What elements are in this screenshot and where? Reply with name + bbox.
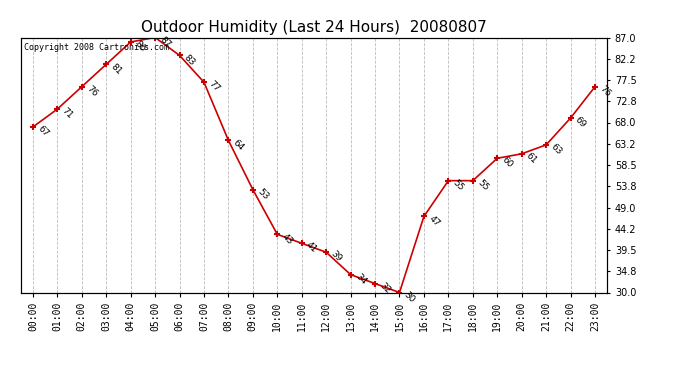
Text: 86: 86: [133, 39, 148, 54]
Text: 34: 34: [353, 272, 368, 286]
Text: 87: 87: [158, 35, 172, 49]
Text: 53: 53: [255, 187, 270, 201]
Text: 32: 32: [378, 281, 392, 295]
Text: 55: 55: [451, 178, 466, 192]
Text: 83: 83: [182, 53, 197, 67]
Text: 76: 76: [598, 84, 612, 98]
Text: 64: 64: [231, 138, 246, 152]
Text: 69: 69: [573, 115, 588, 130]
Text: 61: 61: [524, 151, 539, 165]
Text: 30: 30: [402, 290, 417, 304]
Text: 55: 55: [475, 178, 490, 192]
Text: 63: 63: [549, 142, 563, 157]
Text: 43: 43: [280, 232, 295, 246]
Text: 41: 41: [304, 240, 319, 255]
Text: 71: 71: [60, 106, 75, 121]
Text: Copyright 2008 Cartronics.com: Copyright 2008 Cartronics.com: [23, 43, 168, 52]
Text: 39: 39: [329, 249, 344, 264]
Text: 60: 60: [500, 156, 515, 170]
Text: 47: 47: [426, 214, 441, 228]
Text: 76: 76: [85, 84, 99, 98]
Title: Outdoor Humidity (Last 24 Hours)  20080807: Outdoor Humidity (Last 24 Hours) 2008080…: [141, 20, 487, 35]
Text: 77: 77: [207, 80, 221, 94]
Text: 81: 81: [109, 62, 124, 76]
Text: 67: 67: [36, 124, 50, 139]
